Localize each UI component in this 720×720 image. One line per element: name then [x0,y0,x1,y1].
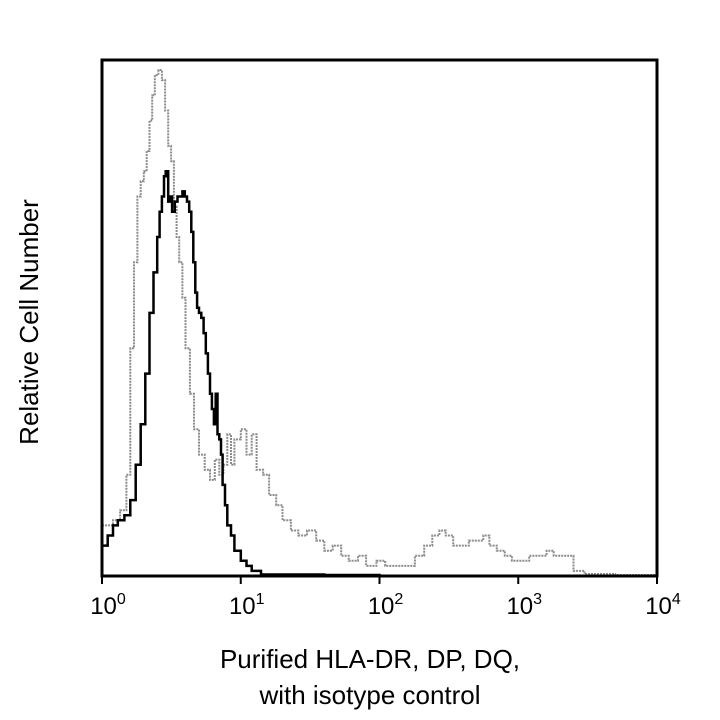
hla-series [102,169,381,577]
x-tick-label: 102 [368,591,404,620]
series-layer [102,69,657,577]
plot-frame [100,58,659,578]
x-tick-label: 100 [90,591,126,620]
x-axis-title-line-2: with isotype control [258,680,480,710]
x-tick-label: 104 [645,591,681,620]
isotype-control-series [102,69,657,576]
x-tick-label: 101 [229,591,265,620]
x-tick-label: 103 [506,591,542,620]
x-axis-ticks: 100 101 102 103 104 [90,576,681,620]
y-axis-title: Relative Cell Number [14,199,44,445]
x-axis-title-line-1: Purified HLA-DR, DP, DQ, [220,644,520,674]
